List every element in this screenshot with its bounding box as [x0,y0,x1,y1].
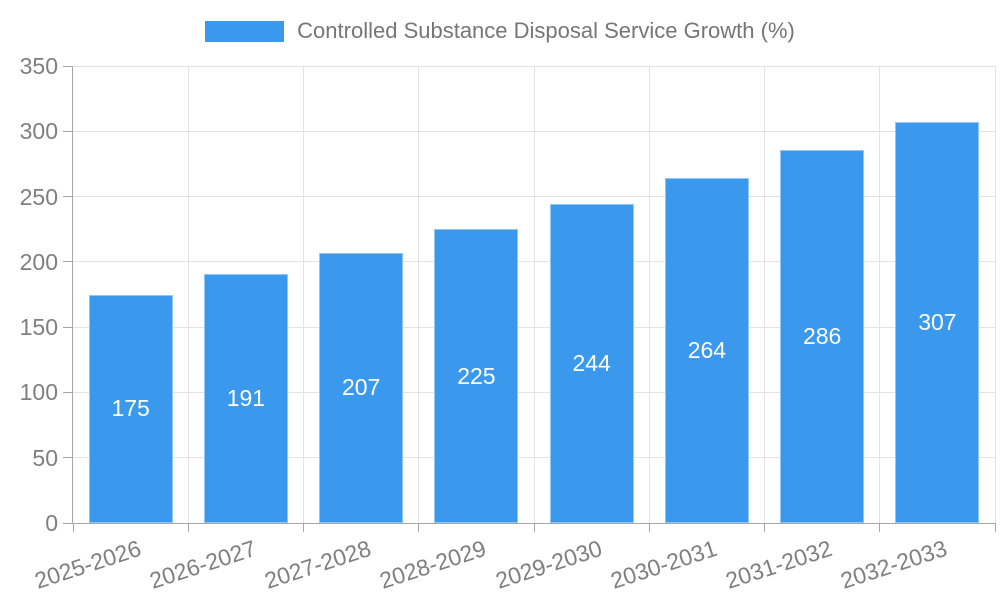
x-axis-tick [533,523,535,532]
y-axis-tick-label: 100 [19,379,58,406]
x-axis-tick [418,523,420,532]
y-axis-tick-label: 300 [19,118,58,145]
y-axis-tick-label: 0 [45,510,58,536]
bar: 307 [895,122,980,523]
plot-area: 175 191 207 225 244 264 286 307 [63,65,996,532]
y-axis-tick-label: 200 [19,248,58,275]
y-axis-tick [63,261,72,263]
v-gridline [994,66,996,523]
bar-value-label: 264 [687,337,727,364]
y-axis-tick [63,65,72,67]
y-axis-tick [63,130,72,132]
x-axis-tick [994,523,996,532]
x-axis-tick [187,523,189,532]
y-axis-tick-label: 50 [32,444,58,471]
bar: 207 [319,252,404,523]
bar: 225 [434,229,519,523]
y-axis-tick [63,391,72,393]
v-gridline [879,66,881,523]
x-axis-tick [879,523,881,532]
v-gridline [533,66,535,523]
v-gridline [187,66,189,523]
v-gridline [648,66,650,523]
x-axis-tick-label: 2028-2029 [376,535,490,594]
y-axis-tick [63,522,72,524]
x-axis-tick-label: 2030-2031 [607,535,720,594]
y-axis-tick-label: 350 [19,53,58,79]
legend-label: Controlled Substance Disposal Service Gr… [297,18,795,43]
legend-swatch [205,20,285,42]
x-axis-tick-label: 2032-2033 [837,535,951,594]
y-axis-tick-label: 250 [19,183,58,210]
bar-value-label: 225 [457,362,496,389]
y-axis-tick [63,457,72,459]
bar-value-label: 207 [341,374,381,401]
v-gridline [764,66,765,523]
x-axis-tick [72,523,74,532]
x-axis-tick [303,523,304,532]
bar: 286 [780,149,865,523]
x-axis-tick-label: 2029-2030 [492,535,605,594]
y-axis-tick [63,196,72,198]
bar: 175 [88,294,173,523]
y-axis-tick-label: 150 [19,314,58,341]
bar: 191 [203,273,288,523]
bar-value-label: 307 [918,309,957,336]
legend-item[interactable]: Controlled Substance Disposal Service Gr… [0,18,1000,44]
x-axis-tick-label: 2025-2026 [31,535,144,594]
x-axis-tick-label: 2031-2032 [722,535,836,594]
v-gridline [303,66,304,523]
bar-value-label: 286 [802,322,842,349]
x-axis-tick [764,523,765,532]
bar: 244 [549,204,634,523]
x-axis-tick-label: 2027-2028 [261,535,375,594]
v-gridline [418,66,420,523]
bar: 264 [664,178,749,523]
bar-value-label: 244 [572,350,611,377]
bar-value-label: 175 [111,395,150,422]
y-axis-tick [63,326,72,328]
x-axis-tick [648,523,650,532]
x-axis-tick-label: 2026-2027 [146,535,259,594]
bar-value-label: 191 [226,384,266,411]
